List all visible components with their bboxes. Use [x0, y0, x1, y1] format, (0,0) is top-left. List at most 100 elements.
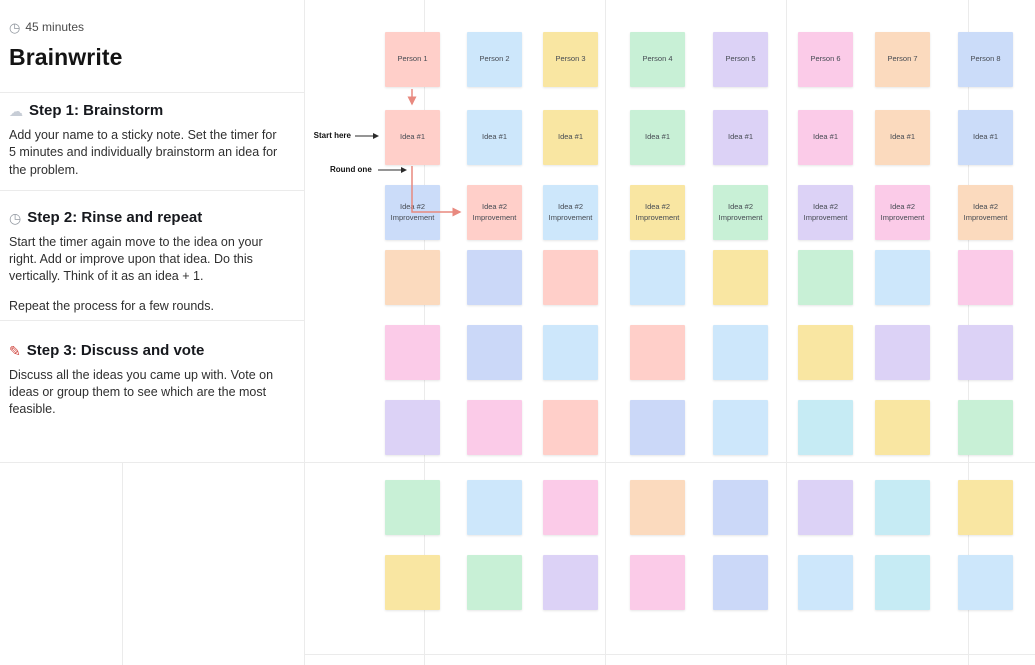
sticky-note-blank[interactable]: [713, 555, 768, 610]
sticky-note-blank[interactable]: [798, 400, 853, 455]
sticky-note-blank[interactable]: [630, 250, 685, 305]
sticky-note-blank[interactable]: [958, 555, 1013, 610]
sticky-note-blank[interactable]: [958, 325, 1013, 380]
cloud-icon: ☁: [9, 103, 23, 119]
sticky-note-blank[interactable]: [798, 555, 853, 610]
sticky-person-2[interactable]: Person 2: [467, 32, 522, 87]
step-2-section: ◷ Step 2: Rinse and repeat Start the tim…: [9, 209, 284, 315]
sticky-person-1[interactable]: Person 1: [385, 32, 440, 87]
sticky-note-blank[interactable]: [875, 555, 930, 610]
sticky-note-blank[interactable]: [875, 480, 930, 535]
sticky-label: Idea #2 Improvement: [880, 202, 925, 222]
sticky-label: Person 8: [970, 54, 1001, 64]
grid-line: [122, 462, 123, 665]
sticky-idea-2-improvement[interactable]: Idea #2 Improvement: [630, 185, 685, 240]
sticky-note-blank[interactable]: [713, 250, 768, 305]
sticky-idea-2-improvement[interactable]: Idea #2 Improvement: [385, 185, 440, 240]
sticky-note-blank[interactable]: [798, 325, 853, 380]
sticky-note-blank[interactable]: [630, 400, 685, 455]
sticky-note-blank[interactable]: [467, 250, 522, 305]
grid-line: [0, 92, 304, 93]
sticky-note-blank[interactable]: [385, 400, 440, 455]
sticky-idea-1[interactable]: Idea #1: [713, 110, 768, 165]
sticky-idea-1[interactable]: Idea #1: [543, 110, 598, 165]
step-3-heading: ✎ Step 3: Discuss and vote: [9, 342, 284, 360]
sticky-idea-2-improvement[interactable]: Idea #2 Improvement: [958, 185, 1013, 240]
sticky-note-blank[interactable]: [543, 480, 598, 535]
sticky-note-blank[interactable]: [543, 250, 598, 305]
sticky-idea-1[interactable]: Idea #1: [798, 110, 853, 165]
sticky-note-blank[interactable]: [713, 480, 768, 535]
sticky-idea-1[interactable]: Idea #1: [467, 110, 522, 165]
sticky-idea-2-improvement[interactable]: Idea #2 Improvement: [467, 185, 522, 240]
step-1-section: ☁ Step 1: Brainstorm Add your name to a …: [9, 102, 284, 179]
duration-label: 45 minutes: [25, 20, 85, 34]
sticky-note-blank[interactable]: [798, 250, 853, 305]
sticky-note-blank[interactable]: [543, 555, 598, 610]
step-2-heading: ◷ Step 2: Rinse and repeat: [9, 209, 284, 227]
sticky-idea-1[interactable]: Idea #1: [958, 110, 1013, 165]
step-3-section: ✎ Step 3: Discuss and vote Discuss all t…: [9, 342, 284, 419]
sticky-note-blank[interactable]: [467, 400, 522, 455]
step-2-heading-text: Step 2: Rinse and repeat: [27, 208, 203, 226]
sticky-note-blank[interactable]: [875, 325, 930, 380]
step-1-heading-text: Step 1: Brainstorm: [29, 102, 164, 119]
sticky-label: Idea #2 Improvement: [635, 202, 680, 222]
sticky-note-blank[interactable]: [630, 480, 685, 535]
sticky-person-4[interactable]: Person 4: [630, 32, 685, 87]
sticky-person-5[interactable]: Person 5: [713, 32, 768, 87]
sticky-note-blank[interactable]: [385, 325, 440, 380]
sticky-note-blank[interactable]: [385, 250, 440, 305]
sticky-note-blank[interactable]: [958, 480, 1013, 535]
sticky-note-blank[interactable]: [543, 400, 598, 455]
sticky-note-blank[interactable]: [385, 555, 440, 610]
sticky-label: Person 3: [555, 54, 586, 64]
sticky-note-blank[interactable]: [713, 325, 768, 380]
sticky-label: Idea #1: [644, 132, 671, 142]
sticky-idea-2-improvement[interactable]: Idea #2 Improvement: [713, 185, 768, 240]
sticky-label: Idea #1: [557, 132, 584, 142]
page-title: Brainwrite: [9, 44, 123, 70]
sticky-idea-1[interactable]: Idea #1: [875, 110, 930, 165]
sticky-note-blank[interactable]: [958, 400, 1013, 455]
sticky-person-3[interactable]: Person 3: [543, 32, 598, 87]
sticky-note-blank[interactable]: [875, 250, 930, 305]
sticky-note-blank[interactable]: [385, 480, 440, 535]
step-2-paragraph-2: Repeat the process for a few rounds.: [9, 298, 214, 313]
clock-icon: ◷: [9, 19, 21, 35]
sticky-note-blank[interactable]: [630, 325, 685, 380]
sticky-idea-2-improvement[interactable]: Idea #2 Improvement: [798, 185, 853, 240]
grid-line: [0, 320, 304, 321]
sticky-label: Idea #1: [481, 132, 508, 142]
sticky-label: Person 2: [479, 54, 510, 64]
sticky-note-blank[interactable]: [713, 400, 768, 455]
sticky-label: Person 7: [887, 54, 918, 64]
step-2-paragraph-1: Start the timer again move to the idea o…: [9, 234, 263, 284]
sticky-label: Idea #2 Improvement: [390, 202, 435, 222]
sticky-idea-2-improvement[interactable]: Idea #2 Improvement: [875, 185, 930, 240]
sticky-note-blank[interactable]: [467, 325, 522, 380]
sticky-note-blank[interactable]: [467, 480, 522, 535]
sticky-note-blank[interactable]: [958, 250, 1013, 305]
sticky-idea-1[interactable]: Idea #1: [630, 110, 685, 165]
sticky-label: Idea #1: [812, 132, 839, 142]
sticky-note-blank[interactable]: [467, 555, 522, 610]
sticky-note-blank[interactable]: [875, 400, 930, 455]
sticky-label: Person 6: [810, 54, 841, 64]
sticky-note-blank[interactable]: [543, 325, 598, 380]
round-one-label: Round one: [330, 165, 372, 174]
step-1-heading: ☁ Step 1: Brainstorm: [9, 102, 284, 120]
sticky-label: Idea #2 Improvement: [548, 202, 593, 222]
sticky-idea-2-improvement[interactable]: Idea #2 Improvement: [543, 185, 598, 240]
sticky-note-blank[interactable]: [798, 480, 853, 535]
sticky-person-8[interactable]: Person 8: [958, 32, 1013, 87]
sticky-person-7[interactable]: Person 7: [875, 32, 930, 87]
sticky-label: Idea #1: [972, 132, 999, 142]
step-1-paragraph: Add your name to a sticky note. Set the …: [9, 128, 278, 177]
sticky-label: Idea #2 Improvement: [472, 202, 517, 222]
sticky-note-blank[interactable]: [630, 555, 685, 610]
sticky-label: Idea #2 Improvement: [803, 202, 848, 222]
sticky-person-6[interactable]: Person 6: [798, 32, 853, 87]
sticky-idea-1[interactable]: Idea #1: [385, 110, 440, 165]
